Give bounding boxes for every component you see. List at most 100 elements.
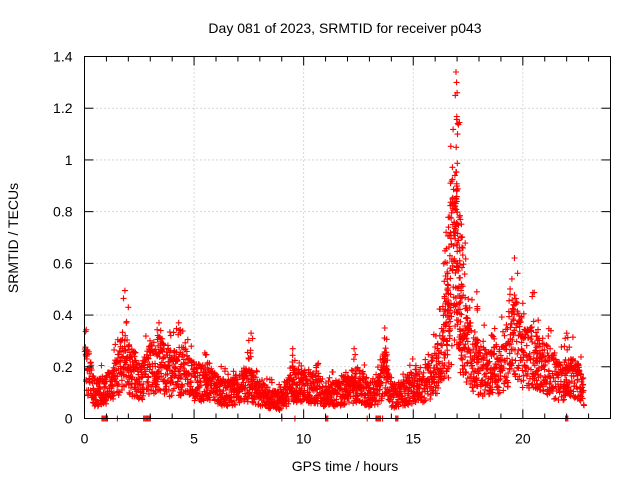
data-point [175,368,182,375]
data-point [384,376,391,382]
data-point [458,221,465,228]
data-point [491,325,498,332]
data-point [435,379,442,386]
data-point [122,332,129,339]
data-point [276,381,283,388]
data-point [453,113,460,120]
data-point [578,378,585,385]
data-point [474,307,481,314]
data-point [289,345,296,352]
data-point [469,296,475,303]
data-point [540,353,547,360]
data-point [507,361,514,368]
data-point [434,390,440,397]
data-point [580,387,587,394]
data-point [473,288,480,295]
data-point [527,336,534,343]
data-point [493,343,500,350]
data-point [136,375,143,382]
data-point [501,380,508,387]
data-point [203,351,210,358]
data-point [562,335,569,342]
data-point [446,327,453,334]
data-point [443,229,450,236]
data-point [167,347,174,354]
data-point [123,373,130,380]
data-point [120,295,127,302]
data-points [81,69,587,422]
data-point [439,303,446,310]
data-point [470,369,477,376]
data-point [513,298,520,305]
data-point [149,343,156,349]
data-point [454,160,461,167]
data-point [449,164,456,171]
x-tick-label: 15 [405,431,421,447]
data-point [563,370,569,377]
data-point [570,388,577,395]
data-point [383,351,390,358]
data-point [218,363,225,370]
data-point [456,325,463,332]
data-point [446,214,453,221]
data-point [519,300,526,307]
data-point [446,332,453,339]
data-point [513,338,520,345]
data-point [529,293,536,300]
data-point [547,345,554,352]
data-point [388,374,395,381]
data-point [533,368,540,375]
data-point [537,386,544,393]
data-point [319,376,326,382]
data-point [448,209,455,216]
data-point [437,306,444,313]
data-point [579,395,586,402]
data-point [444,351,451,358]
data-point [155,368,162,375]
data-point [86,350,92,357]
data-point [175,331,182,338]
data-point [470,388,477,395]
data-point [491,335,498,342]
data-point [140,362,147,369]
data-point [509,337,516,343]
data-point [285,400,292,407]
data-point [458,347,465,354]
data-point [131,350,138,357]
data-point [578,353,584,360]
data-point [497,375,504,382]
data-point [455,237,462,244]
data-point [454,89,461,96]
data-point [167,332,174,339]
data-point [539,335,546,342]
data-point [457,340,464,346]
data-point [441,362,448,369]
data-point [380,359,387,366]
data-point [508,320,515,327]
data-point [115,392,122,399]
data-point [526,350,533,357]
data-point [170,329,177,336]
data-point [406,394,413,401]
data-point [520,348,526,355]
data-point [102,396,109,403]
data-point [534,337,541,344]
data-point [171,385,178,392]
data-point [458,287,465,294]
data-point [517,319,524,325]
data-point [527,356,534,363]
data-point [446,252,453,259]
data-point [381,325,388,331]
data-point [454,209,460,216]
data-point [409,356,416,362]
data-point [295,366,302,373]
data-point [346,399,352,406]
data-point [111,346,118,353]
data-point [491,350,498,357]
data-point [426,362,433,369]
data-point [203,387,210,394]
data-point [315,370,322,377]
data-point [179,382,186,389]
data-point [184,352,190,359]
